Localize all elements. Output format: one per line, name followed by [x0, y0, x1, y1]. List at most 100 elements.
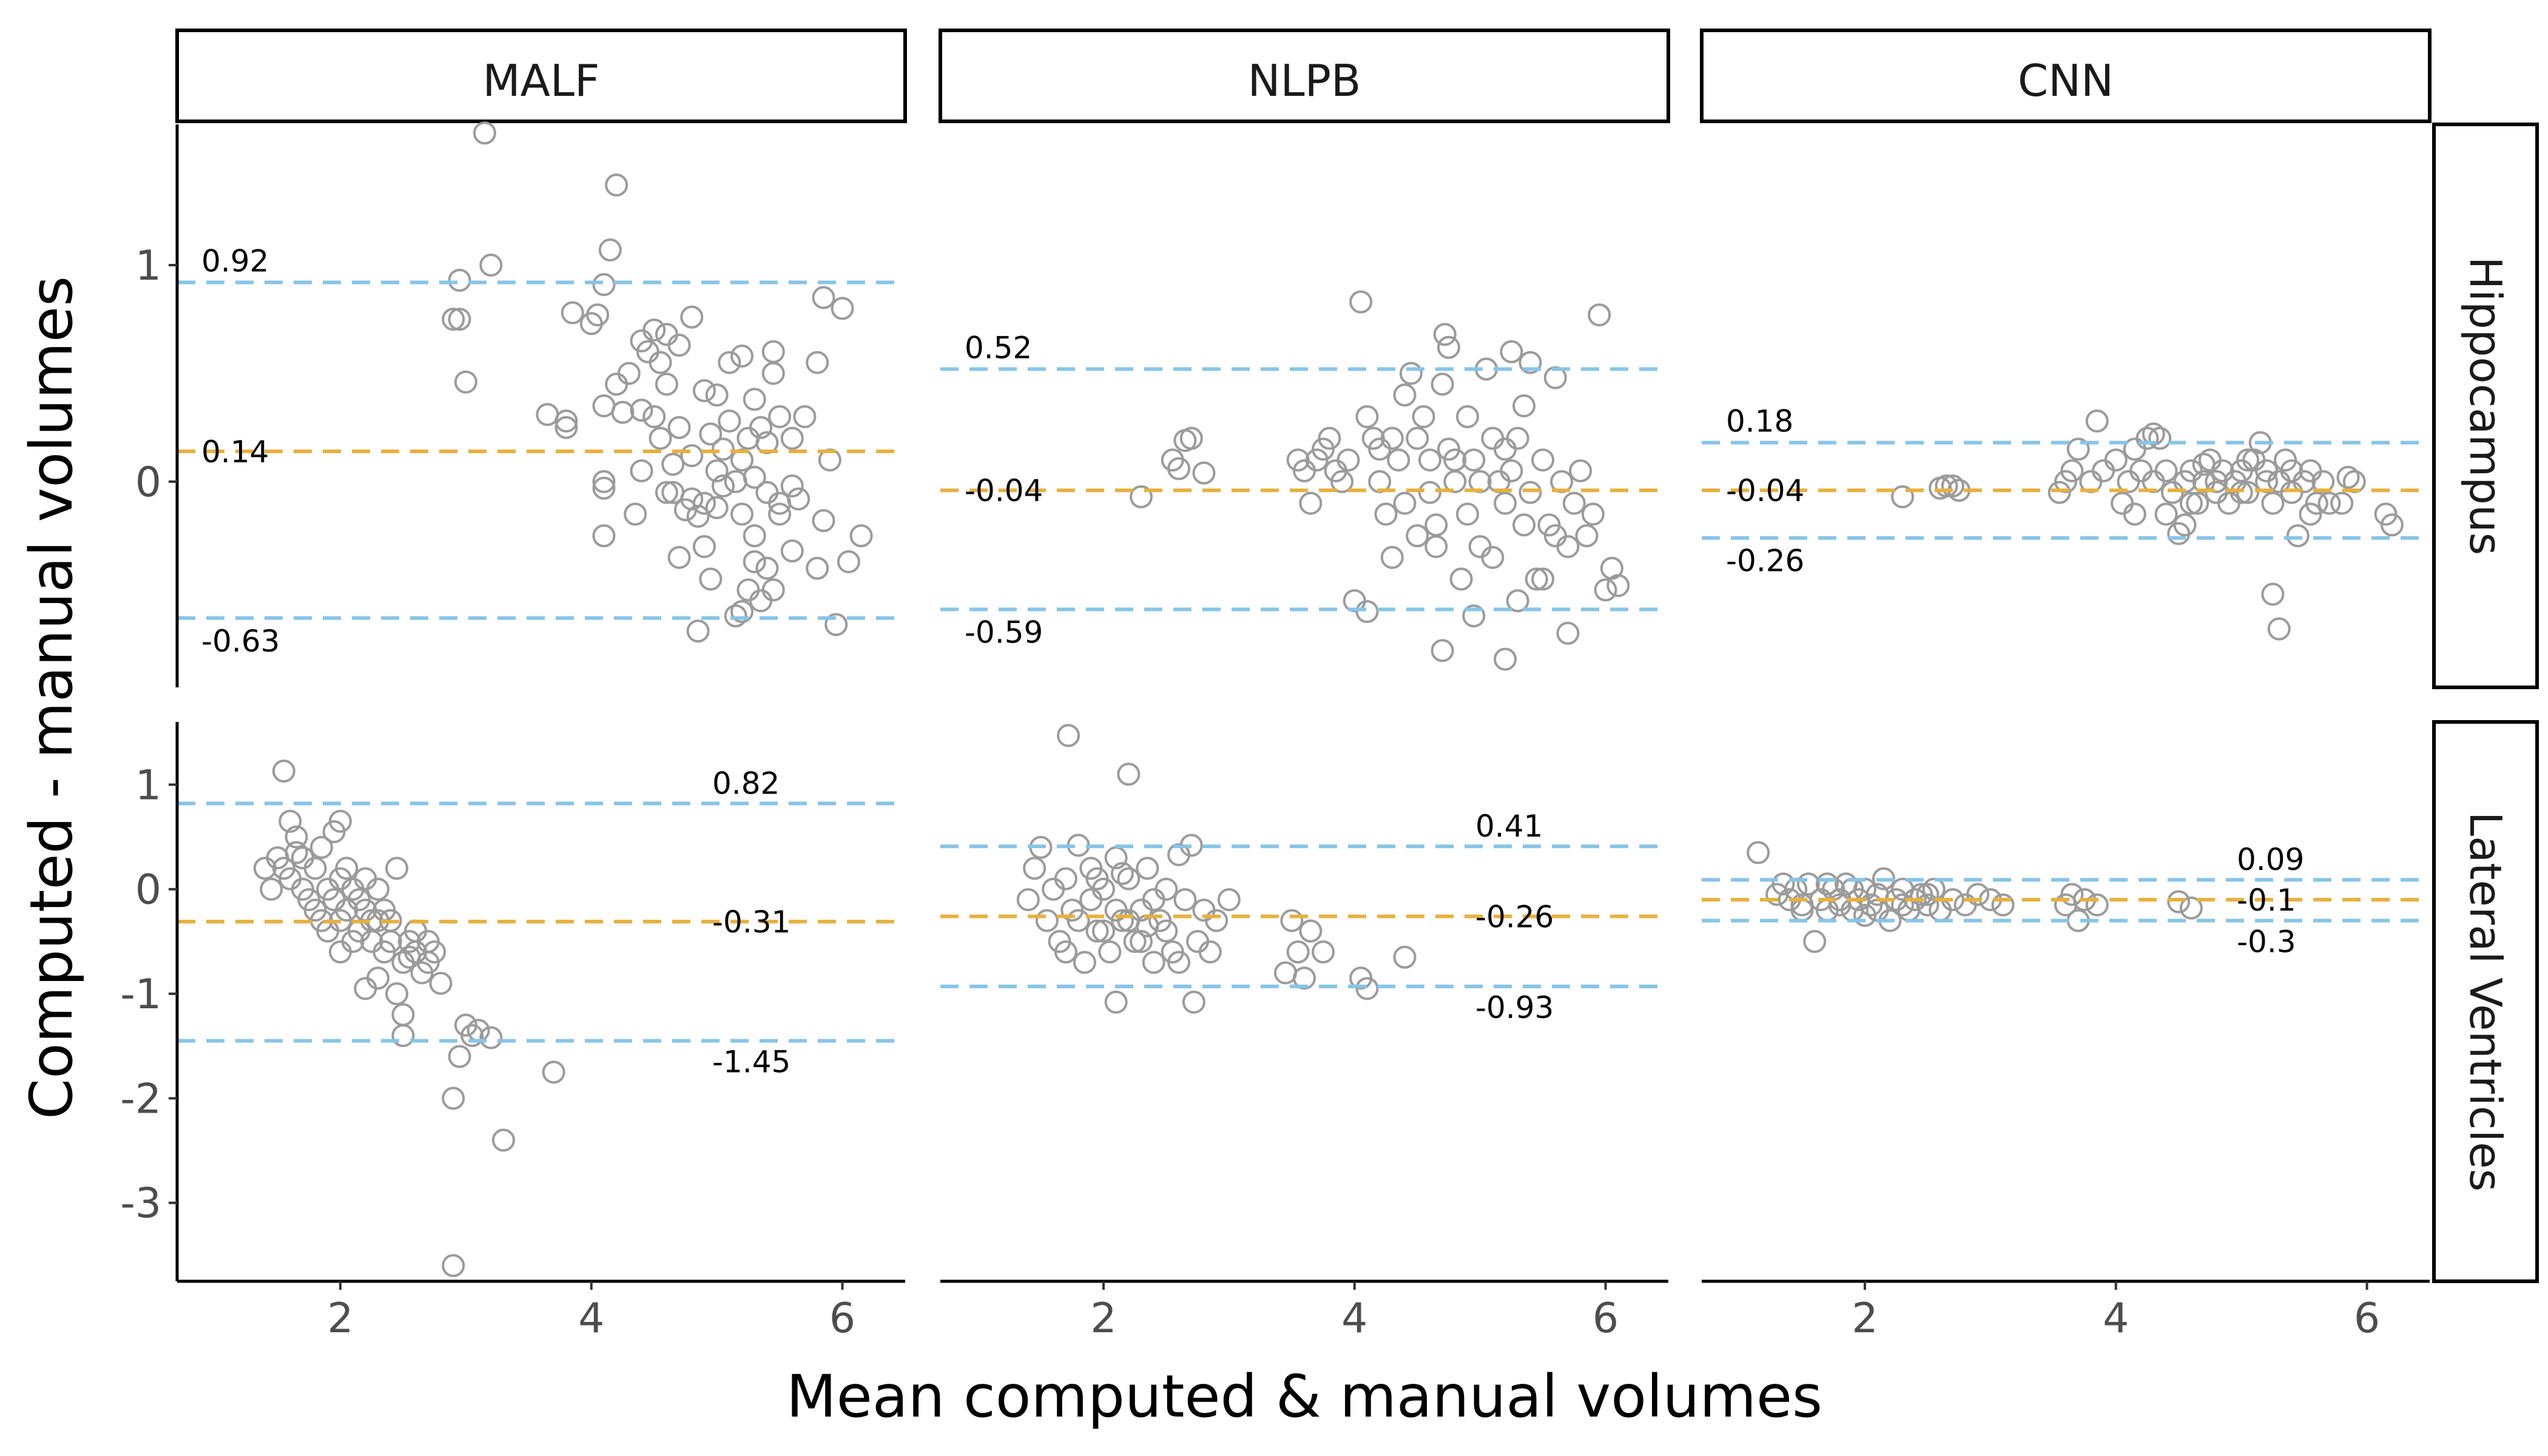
- data-point: [479, 1026, 503, 1050]
- lower-limit-label: -1.45: [712, 1045, 790, 1080]
- data-point: [1130, 929, 1153, 953]
- data-point: [1387, 448, 1410, 472]
- x-tick-label: 6: [2354, 1295, 2380, 1343]
- data-point: [1494, 491, 1517, 515]
- y-axis-row-1: 10: [135, 124, 179, 687]
- data-point: [667, 545, 691, 569]
- data-point: [2330, 491, 2354, 515]
- data-point: [1433, 323, 1457, 346]
- lower-limit-label: -0.93: [1475, 990, 1554, 1025]
- data-point: [749, 416, 773, 439]
- data-point: [1361, 426, 1385, 450]
- data-point: [1399, 362, 1423, 385]
- data-point: [1280, 909, 1304, 932]
- data-point: [1182, 990, 1205, 1014]
- column-strip-label: NLPB: [1248, 55, 1361, 106]
- data-point: [1828, 893, 1852, 917]
- mean-difference-label: -0.26: [1475, 900, 1554, 935]
- data-point: [630, 399, 653, 422]
- data-point: [554, 409, 578, 433]
- data-point: [699, 567, 723, 591]
- panel-nlpb-lateral-ventricles: 0.41 -0.26 -0.93: [940, 724, 1668, 1025]
- data-point: [1922, 877, 1946, 901]
- data-point: [1057, 724, 1080, 747]
- data-point: [285, 825, 308, 849]
- data-point: [667, 334, 691, 357]
- data-point: [793, 405, 817, 428]
- data-point: [611, 400, 635, 424]
- upper-limit-label: 0.41: [1475, 809, 1543, 844]
- data-point: [655, 372, 678, 396]
- column-strip-malf: [175, 29, 907, 123]
- x-axis-cnn: 2 4 6: [1702, 1279, 2430, 1343]
- data-point: [1494, 647, 1517, 671]
- data-point: [655, 480, 678, 504]
- y-tick-label: 1: [135, 761, 161, 809]
- data-point: [1790, 898, 1814, 922]
- points: [253, 759, 565, 1278]
- data-point: [1355, 977, 1379, 1000]
- data-point: [1903, 888, 1927, 911]
- data-point: [1537, 513, 1561, 537]
- data-point: [1173, 888, 1197, 911]
- data-point: [692, 379, 716, 403]
- data-point: [1293, 966, 1316, 990]
- data-point: [1085, 919, 1109, 943]
- data-point: [2123, 502, 2146, 526]
- data-point: [1966, 883, 1990, 906]
- data-point: [2129, 459, 2153, 483]
- data-point: [831, 297, 854, 320]
- data-point: [379, 929, 402, 953]
- data-point: [1079, 888, 1103, 911]
- data-point: [2280, 480, 2304, 504]
- data-point: [303, 898, 327, 922]
- x-tick-label: 2: [1090, 1295, 1116, 1343]
- data-point: [2267, 617, 2291, 641]
- data-point: [1336, 448, 1360, 472]
- data-point: [1418, 448, 1441, 472]
- data-point: [1406, 426, 1429, 450]
- data-point: [1935, 474, 1958, 498]
- data-point: [1330, 470, 1354, 493]
- y-tick-label: 0: [135, 866, 161, 914]
- mean-difference-label: -0.04: [1726, 473, 1804, 508]
- x-tick-label: 4: [1341, 1295, 1367, 1343]
- data-point: [1891, 893, 1915, 917]
- data-point: [473, 121, 496, 145]
- data-point: [1111, 861, 1134, 885]
- data-point: [743, 388, 766, 411]
- mean-difference-label: 0.14: [201, 434, 269, 470]
- data-point: [448, 1045, 471, 1068]
- data-point: [1437, 437, 1460, 461]
- data-point: [1531, 567, 1555, 591]
- data-point: [285, 841, 308, 864]
- data-point: [448, 268, 471, 292]
- data-point: [1085, 867, 1109, 891]
- data-point: [278, 809, 302, 833]
- data-point: [1916, 883, 1940, 906]
- data-point: [366, 877, 390, 901]
- data-point: [1016, 888, 1040, 911]
- data-point: [2104, 448, 2128, 472]
- data-point: [812, 286, 835, 309]
- data-point: [2167, 890, 2191, 914]
- data-point: [649, 426, 672, 450]
- data-point: [1123, 929, 1147, 953]
- data-point: [1588, 303, 1611, 327]
- data-point: [1154, 877, 1178, 901]
- data-point: [561, 301, 584, 325]
- points: [1891, 409, 2404, 641]
- data-point: [1186, 929, 1210, 953]
- data-point: [2186, 491, 2209, 515]
- data-point: [1431, 372, 1454, 396]
- data-point: [1324, 459, 1347, 483]
- data-point: [579, 312, 603, 335]
- points: [1747, 841, 2203, 953]
- data-point: [1455, 502, 1479, 526]
- data-point: [680, 444, 704, 468]
- data-point: [1393, 945, 1417, 969]
- data-point: [630, 329, 653, 352]
- data-point: [1796, 872, 1820, 896]
- data-point: [1866, 898, 1889, 922]
